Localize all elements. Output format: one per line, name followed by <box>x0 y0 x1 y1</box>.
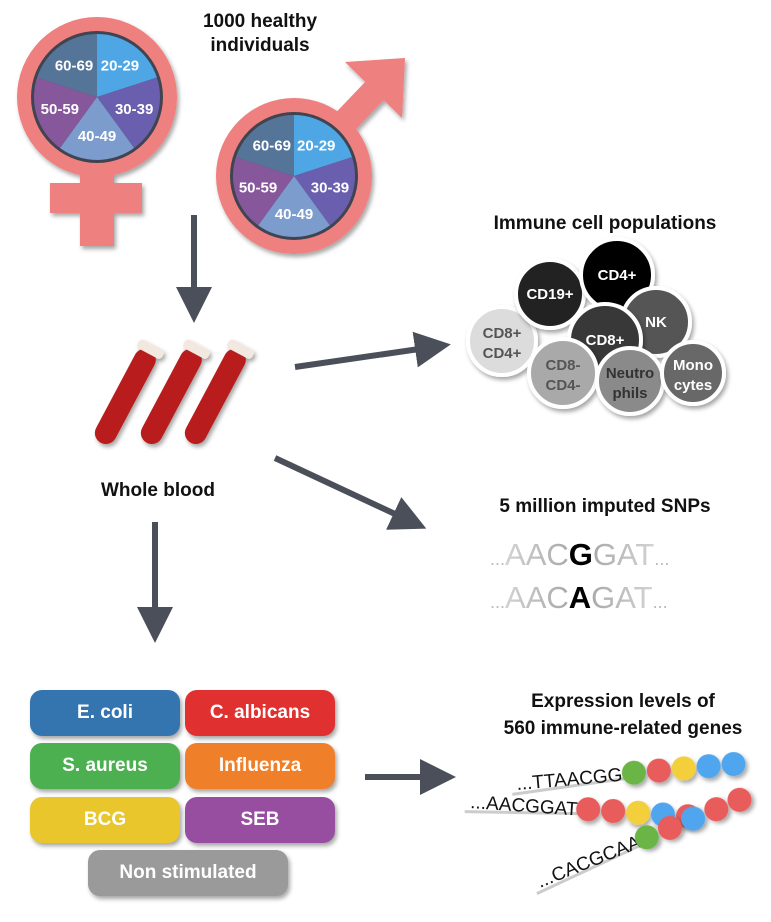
immune-cell-cluster: CD8+ CD4+ CD19+ CD4+ NK CD8+ CD8- CD4- Neutro phi… <box>466 237 726 416</box>
pie-label: 20-29 <box>101 57 139 74</box>
blood-tubes-icon <box>94 339 254 444</box>
cell-cd8cd4: CD8- CD4- <box>527 337 599 409</box>
snp-variant: A <box>569 580 591 615</box>
cohort-title-line2: individuals <box>210 35 309 56</box>
cell-cd19: CD19+ <box>514 258 586 330</box>
svg-text:CD4+: CD4+ <box>483 345 522 362</box>
whole-blood-label: Whole blood <box>101 480 215 501</box>
expression-title-line1: Expression levels of <box>531 691 715 712</box>
expression-bead <box>634 825 659 850</box>
gene-strand: ...TTAACGG <box>512 752 746 796</box>
expression-bead <box>671 756 696 781</box>
stimulus-s-aureus: S. aureus <box>30 743 180 789</box>
male-age-pie: 20-29 30-39 40-49 50-59 60-69 <box>230 112 358 240</box>
pie-slice-30-39 <box>97 77 160 148</box>
expression-bead <box>601 798 626 823</box>
pie-slice-50-59 <box>232 157 294 226</box>
expression-bead <box>696 754 721 779</box>
pie-slice-40-49 <box>59 97 135 160</box>
snp-row: ...AACAGAT... <box>490 580 668 615</box>
stimulus-c-albicans: C. albicans <box>185 690 335 736</box>
expression-bead <box>576 797 601 822</box>
cells-title: Immune cell populations <box>494 213 717 234</box>
stimulus-e-coli: E. coli <box>30 690 180 736</box>
svg-text:...AACGGAT: ...AACGGAT <box>470 792 579 820</box>
pie-label: 40-49 <box>275 206 313 223</box>
snps-title: 5 million imputed SNPs <box>499 496 710 517</box>
svg-text:CD8-: CD8- <box>545 357 580 374</box>
svg-text:...AACGGAT...: ...AACGGAT... <box>490 537 669 572</box>
stimulus-seb: SEB <box>185 797 335 843</box>
flow-arrows <box>137 215 456 795</box>
pie-slice-40-49 <box>258 176 330 237</box>
svg-text:CD19+: CD19+ <box>526 286 573 303</box>
expression-bead <box>621 760 646 785</box>
pie-slice-60-69 <box>37 34 97 97</box>
expression-bead <box>626 800 651 825</box>
snp-variant: G <box>569 537 593 572</box>
cohort-title-line1: 1000 healthy <box>203 11 317 32</box>
svg-text:CD8+: CD8+ <box>586 332 625 349</box>
svg-text:phils: phils <box>612 385 647 402</box>
svg-text:CD4+: CD4+ <box>598 267 637 284</box>
expression-title-line2: 560 immune-related genes <box>504 718 743 739</box>
pie-slice-30-39 <box>294 157 355 226</box>
svg-text:CD4-: CD4- <box>545 377 580 394</box>
pie-slice-20-29 <box>97 34 157 97</box>
stimulus-influenza: Influenza <box>185 743 335 789</box>
svg-text:Neutro: Neutro <box>606 365 654 382</box>
expression-bead <box>646 758 671 783</box>
expression-bead <box>704 797 729 822</box>
cell-monocytes: Mono cytes <box>660 340 726 406</box>
female-age-pie: 20-29 30-39 40-49 50-59 60-69 <box>31 31 163 163</box>
svg-text:CD8+: CD8+ <box>483 325 522 342</box>
svg-text:...TTAACGG: ...TTAACGG <box>516 765 624 795</box>
pie-label: 40-49 <box>78 128 116 145</box>
svg-text:...CACGCAA: ...CACGCAA <box>534 832 644 893</box>
pie-label: 60-69 <box>253 137 291 154</box>
snp-row: ...AACGGAT... <box>490 537 669 572</box>
pie-slice-50-59 <box>34 77 97 148</box>
pie-slice-60-69 <box>235 114 294 176</box>
arrow-blood-to-cells <box>294 331 451 370</box>
cell-cd8cd4: CD8+ CD4+ <box>466 305 538 377</box>
pie-label: 20-29 <box>297 137 335 154</box>
expression-bead <box>727 787 752 812</box>
gene-strands: ...TTAACGG...AACGGAT ...CACGCAA <box>464 752 752 895</box>
svg-text:cytes: cytes <box>674 377 712 394</box>
stimulus-bcg: BCG <box>30 797 180 843</box>
pie-slice-20-29 <box>294 115 353 176</box>
arrow-blood-to-snps <box>273 455 427 530</box>
expression-bead <box>657 815 682 840</box>
pie-label: 60-69 <box>55 57 93 74</box>
cell-neutrophils: Neutro phils <box>595 346 665 416</box>
expression-bead <box>681 806 706 831</box>
svg-text:NK: NK <box>645 314 667 331</box>
pie-label: 30-39 <box>115 101 153 118</box>
svg-text:...AACAGAT...: ...AACAGAT... <box>490 580 668 615</box>
expression-bead <box>721 752 746 777</box>
pie-label: 50-59 <box>239 180 277 197</box>
svg-text:Mono: Mono <box>673 357 713 374</box>
stimulus-non-stimulated: Non stimulated <box>88 850 288 896</box>
pie-label: 50-59 <box>41 101 79 118</box>
pie-label: 30-39 <box>311 180 349 197</box>
